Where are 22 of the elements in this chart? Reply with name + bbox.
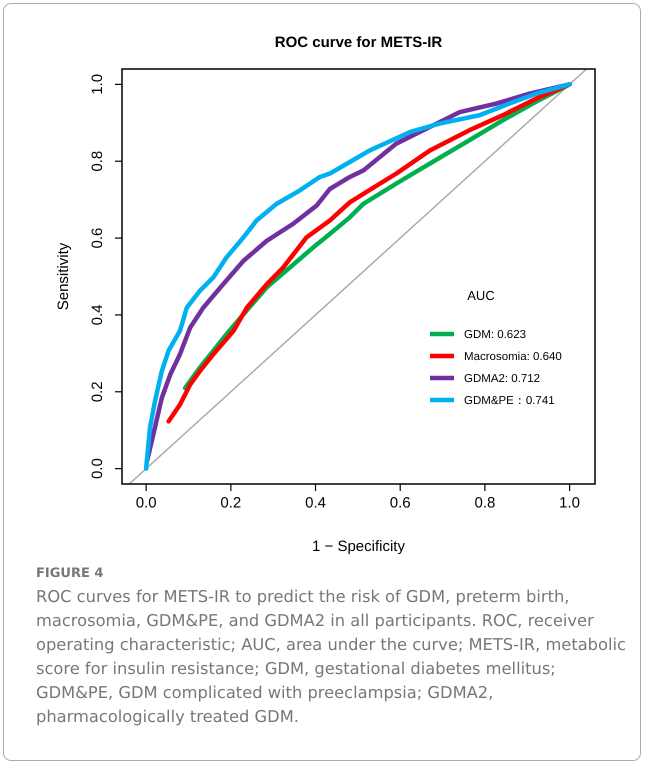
legend-title: AUC — [467, 288, 495, 303]
text: ROC curves for METS-IR to predict the risk of GDM, preterm birth, macrosomia, GDM&PE, and GDMA2 in all participants. ROC, receiver operating characteristic; AUC, area under the curve; METS-IR, metabolic score for insulin resistance; GDM, gestational diabetes mellitus; GDM&PE, GDM complicated with preeclampsia; GDMA2, pharmacologically treated GDM. — [36, 586, 626, 728]
legend-label: Macrosomia: 0.640 — [464, 351, 562, 363]
y-tick-label: 0.6 — [89, 228, 106, 249]
caption: FIGURE 4 — [36, 566, 104, 581]
x-tick-label: 0.0 — [136, 494, 157, 512]
y-tick-label: 0.0 — [89, 458, 106, 480]
x-tick-label: 0.2 — [220, 494, 242, 512]
y-axis-title: Sensitivity — [55, 242, 72, 310]
y-tick-label: 1.0 — [89, 74, 106, 95]
x-axis-title: 1 − Specificity — [312, 538, 406, 555]
x-tick-label: 0.6 — [390, 494, 411, 512]
x-tick-label: 1.0 — [559, 494, 580, 512]
legend-label: GDM&PE：0.741 — [464, 395, 555, 407]
legend-label: GDMA2: 0.712 — [464, 373, 540, 385]
x-tick-label: 0.4 — [305, 494, 326, 512]
y-tick-label: 0.2 — [89, 381, 106, 402]
legend-label: GDM: 0.623 — [464, 329, 526, 341]
y-tick-label: 0.8 — [89, 150, 106, 172]
x-tick-label: 0.8 — [474, 494, 496, 512]
y-tick-label: 0.4 — [89, 304, 106, 326]
chart-title: ROC curve for METS-IR — [274, 34, 442, 51]
